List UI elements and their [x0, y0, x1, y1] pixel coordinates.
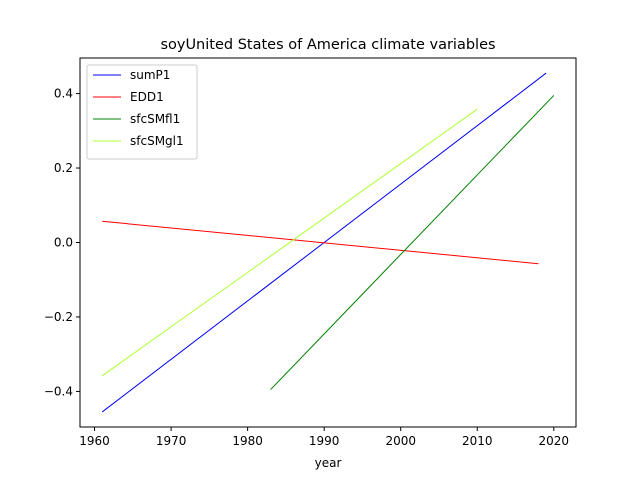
x-tick-label: 1990 — [309, 434, 340, 448]
series-line-sfcsmfl1 — [270, 95, 555, 390]
chart-title: soyUnited States of America climate vari… — [160, 37, 495, 53]
y-tick-label: −0.2 — [44, 310, 73, 324]
y-tick-label: 0.2 — [54, 161, 73, 175]
y-tick-label: 0.0 — [54, 236, 73, 250]
x-tick-label: 1980 — [232, 434, 263, 448]
series-line-sfcsmgl1 — [101, 108, 478, 377]
x-tick-label: 1960 — [79, 434, 110, 448]
series-line-edd1 — [102, 220, 539, 265]
legend-label: sumP1 — [130, 68, 170, 82]
series-layer — [101, 72, 555, 413]
y-tick-label: 0.4 — [54, 87, 73, 101]
legend-box — [86, 64, 198, 160]
legend-label: EDD1 — [130, 90, 164, 104]
x-axis-label: year — [315, 456, 342, 470]
legend-label: sfcSMfl1 — [130, 112, 180, 126]
x-tick-label: 2000 — [385, 434, 416, 448]
x-tick-label: 2010 — [462, 434, 493, 448]
legend: sumP1 EDD1 sfcSMfl1 sfcSMgl1 — [86, 64, 198, 160]
y-tick-label: −0.4 — [44, 384, 73, 398]
x-tick-label: 1970 — [156, 434, 187, 448]
x-tick-label: 2020 — [539, 434, 570, 448]
legend-label: sfcSMgl1 — [130, 134, 184, 148]
axes-layer: 1960 1970 1980 1990 2000 2010 2020 −0.4 −0.2 0.0 0… — [44, 57, 577, 448]
